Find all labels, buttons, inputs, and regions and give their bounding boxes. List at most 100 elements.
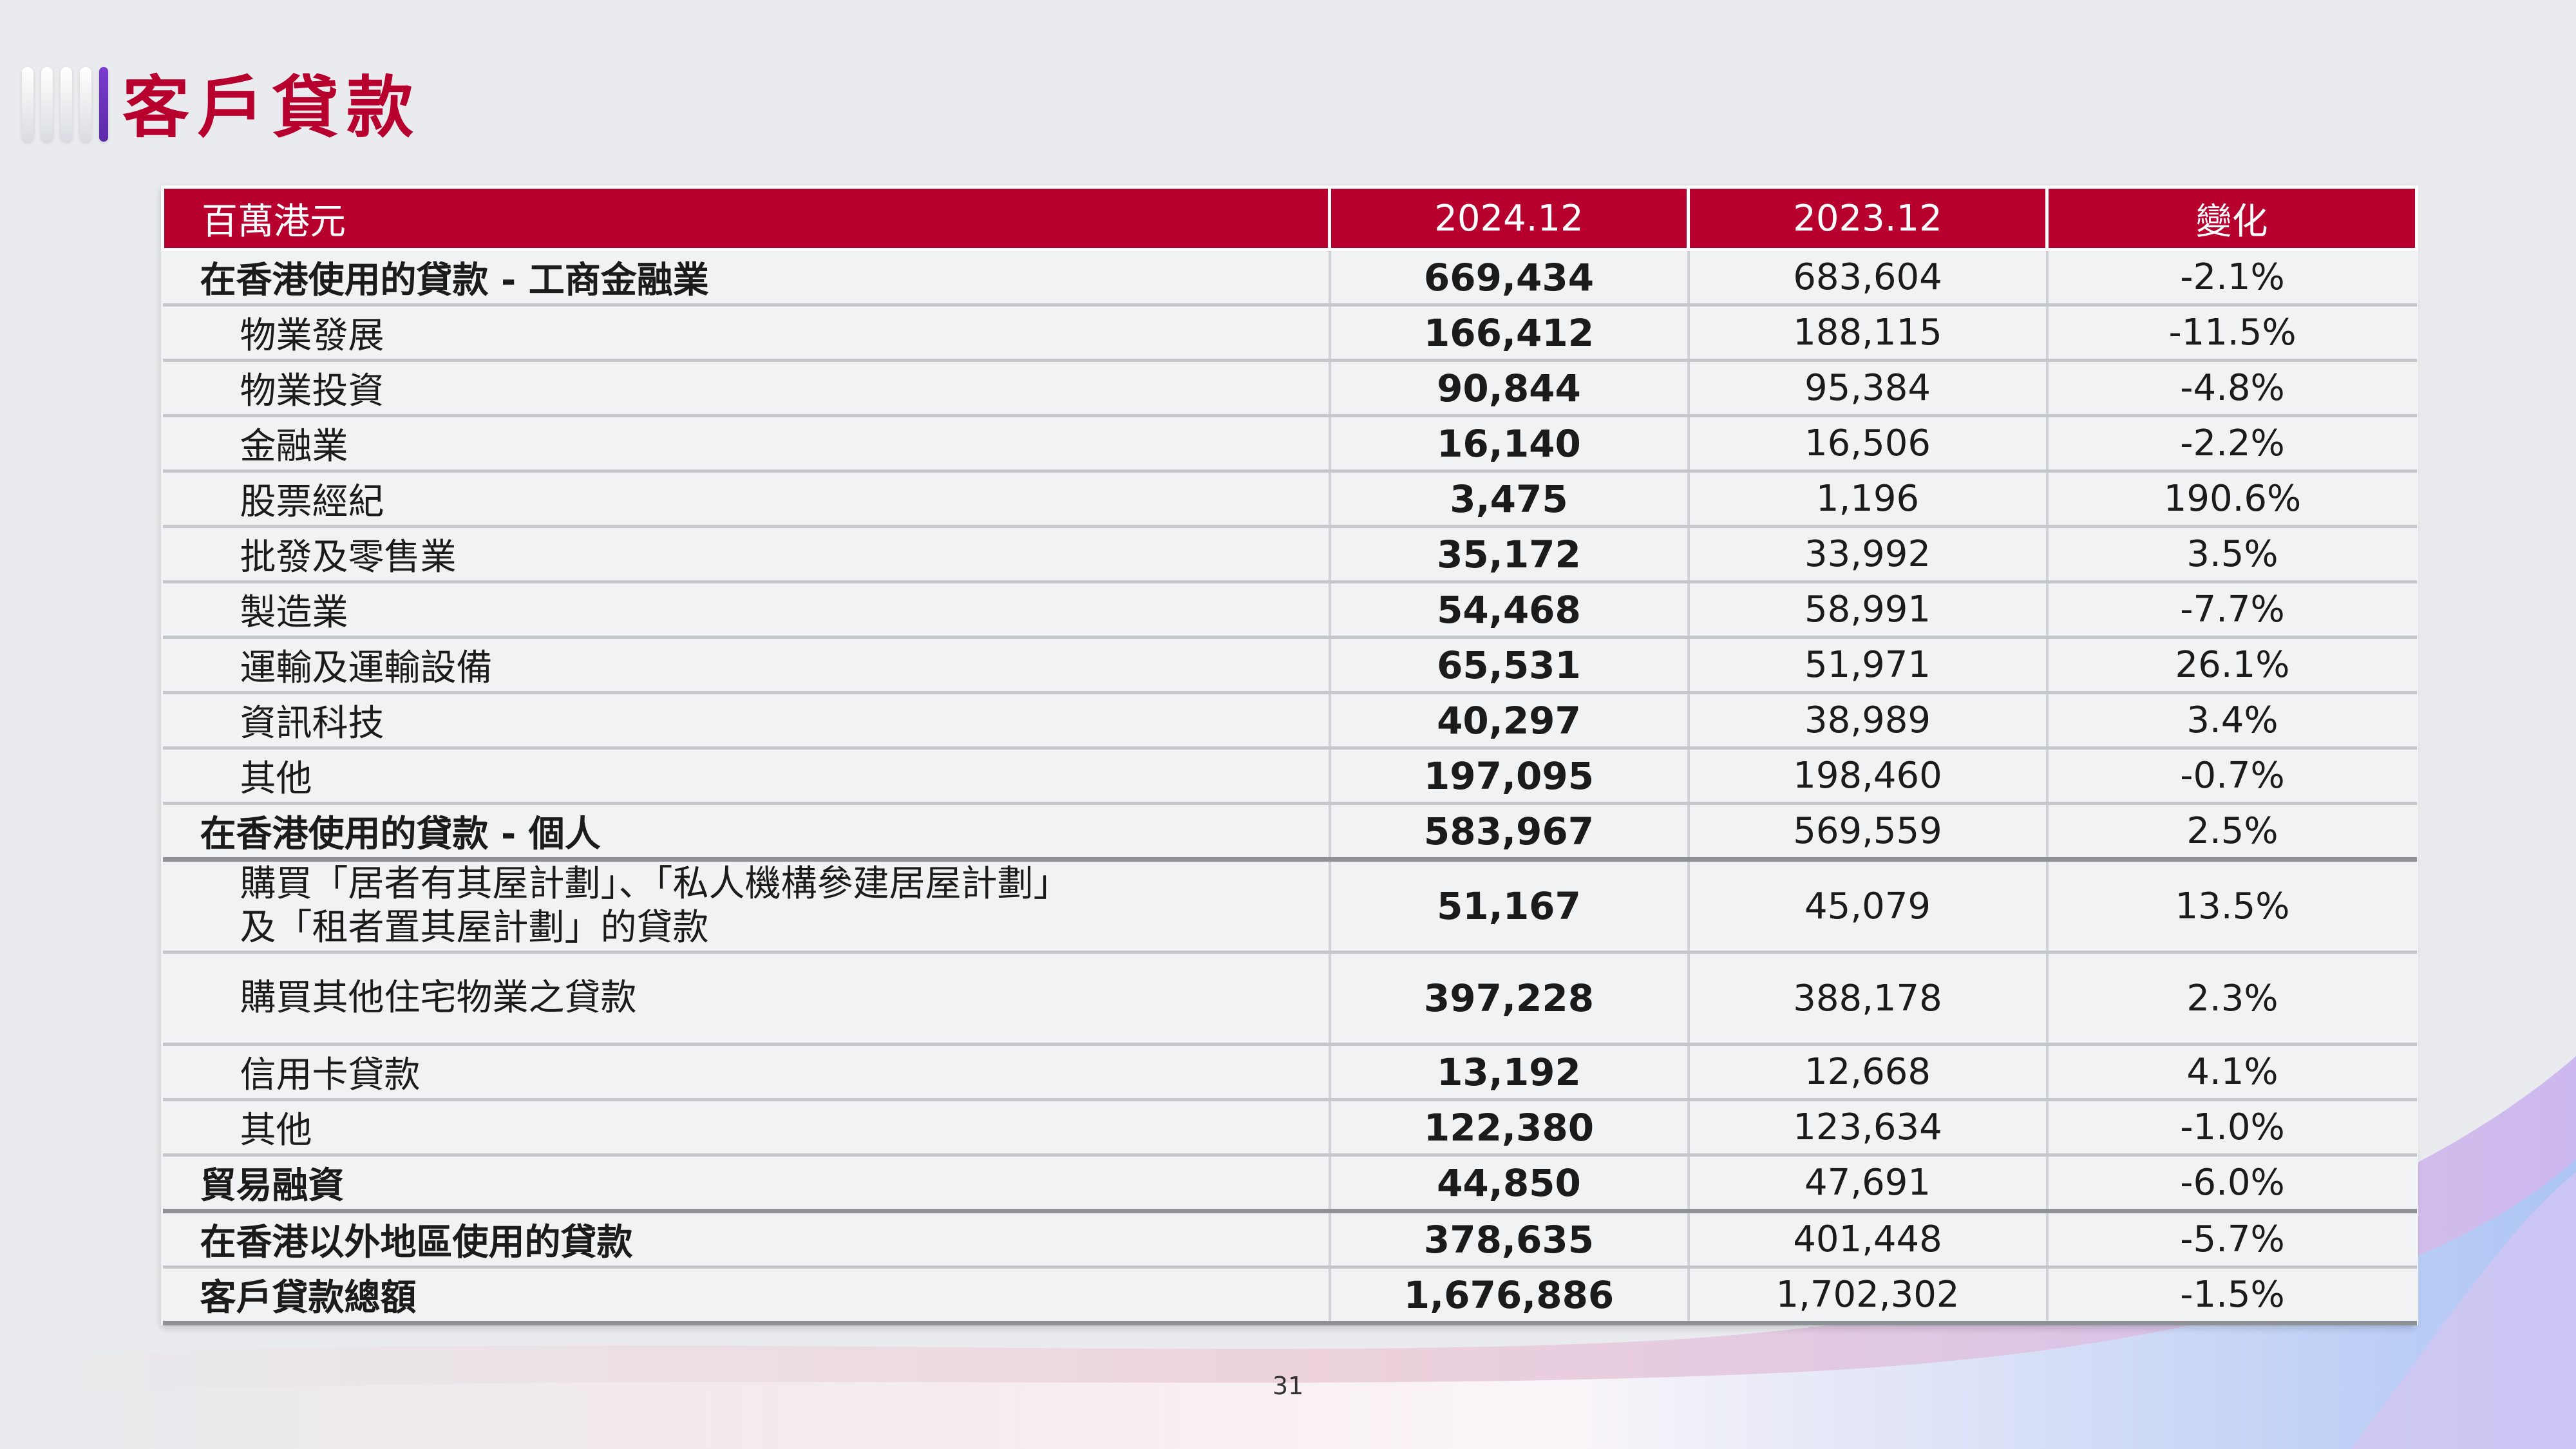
row-label: 在香港使用的貸款 - 工商金融業: [162, 249, 1331, 307]
value-change: 13.5%: [2045, 859, 2417, 954]
value-change: -4.8%: [2045, 360, 2417, 417]
row-label: 在香港使用的貸款 - 個人: [162, 803, 1331, 862]
value-2024: 51,167: [1328, 859, 1690, 954]
value-change: -6.0%: [2045, 1155, 2417, 1213]
table-row: 在香港以外地區使用的貸款 378,635 401,448 -5.7%: [162, 1211, 2417, 1269]
row-label: 客戶貸款總額: [162, 1267, 1331, 1325]
value-2023: 16,506: [1687, 415, 2049, 473]
table-row: 物業投資 90,844 95,384 -4.8%: [162, 360, 2417, 417]
value-change: -0.7%: [2045, 748, 2417, 805]
table-row: 在香港使用的貸款 - 個人 583,967 569,559 2.5%: [162, 803, 2417, 862]
table-row: 購買「居者有其屋計劃」、「私人機構參建居屋計劃」 及「租者置其屋計劃」的貸款 5…: [162, 859, 2417, 954]
value-2024: 166,412: [1328, 305, 1690, 362]
table-row: 貿易融資 44,850 47,691 -6.0%: [162, 1155, 2417, 1213]
value-2023: 401,448: [1687, 1211, 2049, 1269]
table-row: 資訊科技 40,297 38,989 3.4%: [162, 692, 2417, 750]
table-row: 其他 197,095 198,460 -0.7%: [162, 748, 2417, 805]
value-2024: 122,380: [1328, 1099, 1690, 1157]
value-2024: 1,676,886: [1328, 1267, 1690, 1325]
value-2024: 397,228: [1328, 952, 1690, 1046]
row-label: 在香港以外地區使用的貸款: [162, 1211, 1331, 1269]
row-label-line2: 及「租者置其屋計劃」的貸款: [240, 907, 709, 949]
value-2023: 188,115: [1687, 305, 2049, 362]
value-2024: 13,192: [1328, 1044, 1690, 1101]
page-number: 31: [1272, 1372, 1304, 1400]
value-2023: 38,989: [1687, 692, 2049, 750]
value-change: -11.5%: [2045, 305, 2417, 362]
value-change: 26.1%: [2045, 637, 2417, 694]
value-2023: 33,992: [1687, 526, 2049, 583]
value-2023: 123,634: [1687, 1099, 2049, 1157]
row-label: 其他: [162, 748, 1331, 805]
value-2023: 51,971: [1687, 637, 2049, 694]
row-label: 物業發展: [162, 305, 1331, 362]
value-change: 2.5%: [2045, 803, 2417, 862]
value-change: 4.1%: [2045, 1044, 2417, 1101]
row-label: 運輸及運輸設備: [162, 637, 1331, 694]
value-2024: 35,172: [1328, 526, 1690, 583]
value-2023: 683,604: [1687, 249, 2049, 307]
table-row: 批發及零售業 35,172 33,992 3.5%: [162, 526, 2417, 583]
value-change: 190.6%: [2045, 471, 2417, 528]
table-row: 在香港使用的貸款 - 工商金融業 669,434 683,604 -2.1%: [162, 249, 2417, 307]
table-row: 購買其他住宅物業之貸款 397,228 388,178 2.3%: [162, 952, 2417, 1046]
row-label: 購買「居者有其屋計劃」、「私人機構參建居屋計劃」 及「租者置其屋計劃」的貸款: [162, 859, 1331, 954]
table-row: 客戶貸款總額 1,676,886 1,702,302 -1.5%: [162, 1267, 2417, 1325]
value-2024: 583,967: [1328, 803, 1690, 862]
value-change: -2.2%: [2045, 415, 2417, 473]
value-change: -5.7%: [2045, 1211, 2417, 1269]
loans-table-container: 百萬港元 2024.12 2023.12 變化 在香港使用的貸款 - 工商金融業…: [161, 185, 2418, 1325]
value-change: -7.7%: [2045, 582, 2417, 639]
title-decoration: [22, 67, 112, 142]
header-2023: 2023.12: [1687, 185, 2049, 251]
value-2024: 44,850: [1328, 1155, 1690, 1213]
table-row: 製造業 54,468 58,991 -7.7%: [162, 582, 2417, 639]
value-change: -1.0%: [2045, 1099, 2417, 1157]
value-2024: 54,468: [1328, 582, 1690, 639]
header-2024: 2024.12: [1328, 185, 1690, 251]
row-label-line1: 購買「居者有其屋計劃」、「私人機構參建居屋計劃」: [240, 863, 1070, 905]
row-label: 其他: [162, 1099, 1331, 1157]
value-2023: 388,178: [1687, 952, 2049, 1046]
table-row: 金融業 16,140 16,506 -2.2%: [162, 415, 2417, 473]
value-change: 3.5%: [2045, 526, 2417, 583]
row-label: 資訊科技: [162, 692, 1331, 750]
table-row: 物業發展 166,412 188,115 -11.5%: [162, 305, 2417, 362]
value-change: 3.4%: [2045, 692, 2417, 750]
header-unit: 百萬港元: [161, 185, 1331, 251]
row-label: 物業投資: [162, 360, 1331, 417]
value-change: -2.1%: [2045, 249, 2417, 307]
table-row: 運輸及運輸設備 65,531 51,971 26.1%: [162, 637, 2417, 694]
value-2024: 197,095: [1328, 748, 1690, 805]
value-2024: 16,140: [1328, 415, 1690, 473]
value-2024: 378,635: [1328, 1211, 1690, 1269]
value-2024: 65,531: [1328, 637, 1690, 694]
value-2024: 90,844: [1328, 360, 1690, 417]
value-2023: 95,384: [1687, 360, 2049, 417]
value-2023: 1,196: [1687, 471, 2049, 528]
row-label: 貿易融資: [162, 1155, 1331, 1213]
value-2023: 58,991: [1687, 582, 2049, 639]
value-change: -1.5%: [2045, 1267, 2417, 1325]
table-row: 其他 122,380 123,634 -1.0%: [162, 1099, 2417, 1157]
value-2024: 3,475: [1328, 471, 1690, 528]
row-label: 製造業: [162, 582, 1331, 639]
value-2023: 45,079: [1687, 859, 2049, 954]
row-label: 股票經紀: [162, 471, 1331, 528]
header-change: 變化: [2045, 185, 2418, 251]
value-2023: 1,702,302: [1687, 1267, 2049, 1325]
value-2024: 669,434: [1328, 249, 1690, 307]
table-row: 股票經紀 3,475 1,196 190.6%: [162, 471, 2417, 528]
value-2023: 47,691: [1687, 1155, 2049, 1213]
table-header-row: 百萬港元 2024.12 2023.12 變化: [161, 185, 2418, 251]
customer-loans-table: 百萬港元 2024.12 2023.12 變化 在香港使用的貸款 - 工商金融業…: [161, 185, 2418, 1325]
row-label: 購買其他住宅物業之貸款: [162, 952, 1331, 1046]
value-2023: 198,460: [1687, 748, 2049, 805]
value-2023: 12,668: [1687, 1044, 2049, 1101]
table-row: 信用卡貸款 13,192 12,668 4.1%: [162, 1044, 2417, 1101]
row-label: 信用卡貸款: [162, 1044, 1331, 1101]
value-change: 2.3%: [2045, 952, 2417, 1046]
page-title: 客戶貸款: [122, 68, 422, 147]
value-2023: 569,559: [1687, 803, 2049, 862]
row-label: 批發及零售業: [162, 526, 1331, 583]
